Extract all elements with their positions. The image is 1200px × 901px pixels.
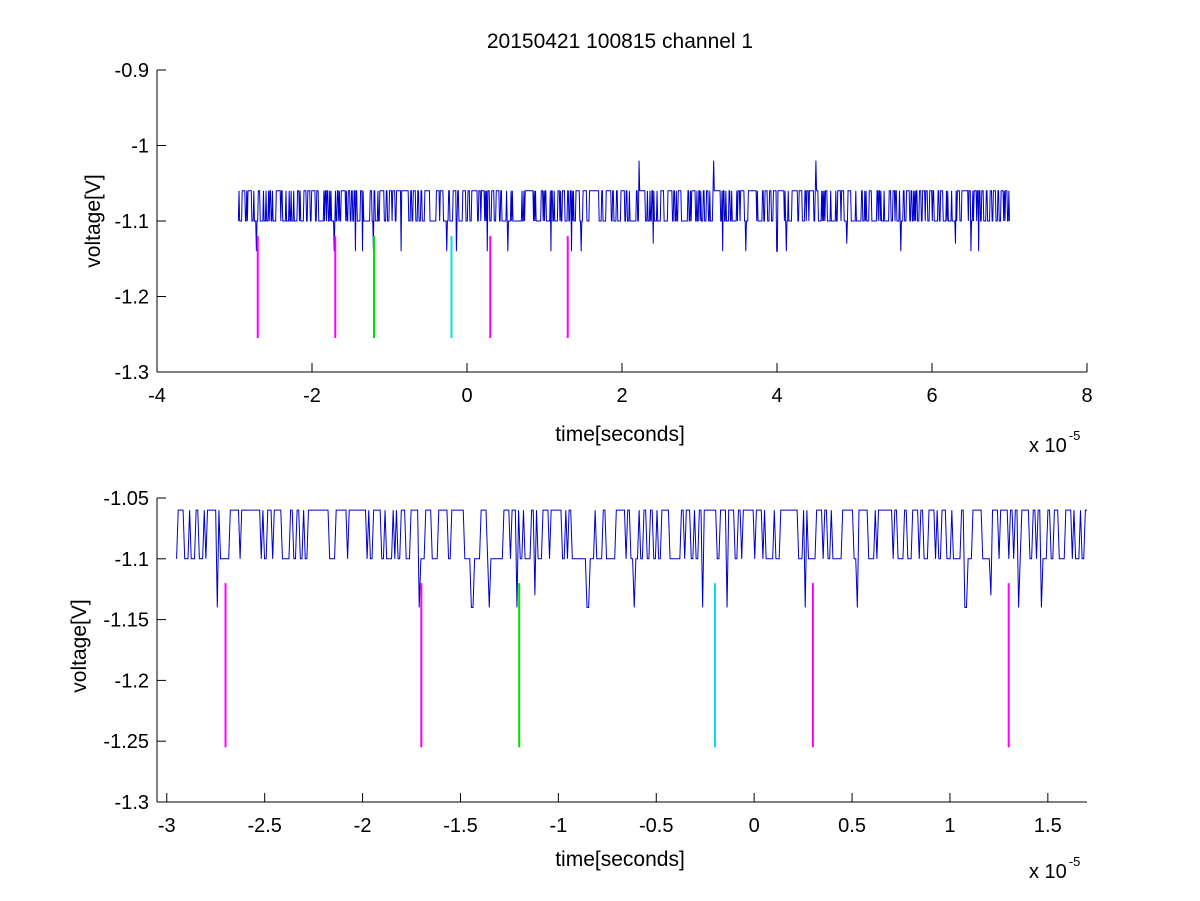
bottom-x-exponent-base: x 10 — [1029, 861, 1067, 883]
bottom-x-exponent: x 10 -5 — [1029, 854, 1080, 883]
top-x-exponent-power: -5 — [1069, 428, 1081, 443]
bottom-y-tick-label: -1.15 — [103, 610, 149, 632]
bottom-y-tick-label: -1.2 — [115, 670, 149, 692]
top-x-tick-label: -4 — [148, 385, 166, 407]
bottom-y-tick-label: -1.25 — [103, 731, 149, 753]
top-x-exponent: x 10 -5 — [1029, 428, 1080, 457]
top-y-tick-label: -1.1 — [115, 211, 149, 233]
bottom-x-tick-label: -2.5 — [247, 815, 281, 837]
bottom-subplot-ticks: -3 -2.5 -2 -1.5 -1 -0.5 0 0.5 1 1.5 -1.3 -1.25 -1.2 -… — [103, 488, 1061, 837]
bottom-subplot-axes — [156, 498, 1087, 803]
top-subplot: -4 -2 0 2 4 6 8 -1.3 -1.2 -1.1 -1 -0.9 time[seconds… — [82, 60, 1093, 457]
bottom-x-tick-label: 0.5 — [838, 815, 866, 837]
bottom-subplot-signal — [176, 509, 1087, 608]
top-y-axis-label: voltage[V] — [82, 174, 105, 267]
top-subplot-markers — [256, 236, 569, 339]
top-y-tick-label: -1.3 — [115, 362, 149, 384]
top-x-tick-label: 8 — [1081, 385, 1092, 407]
top-x-exponent-base: x 10 — [1029, 435, 1067, 457]
bottom-signal-trace-0 — [176, 509, 1087, 608]
bottom-x-tick-label: 1 — [944, 815, 955, 837]
top-x-tick-label: -2 — [303, 385, 321, 407]
bottom-y-tick-label: -1.05 — [103, 488, 149, 510]
top-y-tick-label: -1.2 — [115, 287, 149, 309]
top-x-tick-label: 2 — [616, 385, 627, 407]
top-x-axis-label: time[seconds] — [555, 423, 685, 446]
top-x-tick-label: 6 — [926, 385, 937, 407]
bottom-y-tick-label: -1.3 — [115, 792, 149, 814]
bottom-y-axis-label: voltage[V] — [68, 599, 91, 692]
bottom-x-tick-label: -2 — [354, 815, 372, 837]
bottom-subplot: -3 -2.5 -2 -1.5 -1 -0.5 0 0.5 1 1.5 -1.3 -1.25 -1.2 -… — [68, 488, 1087, 883]
bottom-x-tick-label: -3 — [158, 815, 176, 837]
top-signal-trace-0 — [237, 160, 1010, 252]
bottom-x-tick-label: 1.5 — [1034, 815, 1062, 837]
top-x-tick-label: 4 — [771, 385, 782, 407]
bottom-x-tick-label: -1.5 — [443, 815, 477, 837]
bottom-subplot-markers — [224, 583, 1010, 748]
top-y-tick-label: -0.9 — [115, 60, 149, 82]
top-y-tick-label: -1 — [131, 136, 149, 158]
top-subplot-signal — [237, 160, 1010, 252]
bottom-x-axis-label: time[seconds] — [555, 848, 685, 871]
bottom-x-tick-label: 0 — [749, 815, 760, 837]
bottom-y-tick-label: -1.1 — [115, 549, 149, 571]
top-x-tick-label: 0 — [461, 385, 472, 407]
bottom-x-tick-label: -1 — [549, 815, 567, 837]
figure-title: 20150421 100815 channel 1 — [487, 30, 753, 53]
bottom-x-tick-label: -0.5 — [639, 815, 673, 837]
bottom-x-exponent-power: -5 — [1069, 854, 1081, 869]
top-subplot-axes — [156, 70, 1087, 373]
